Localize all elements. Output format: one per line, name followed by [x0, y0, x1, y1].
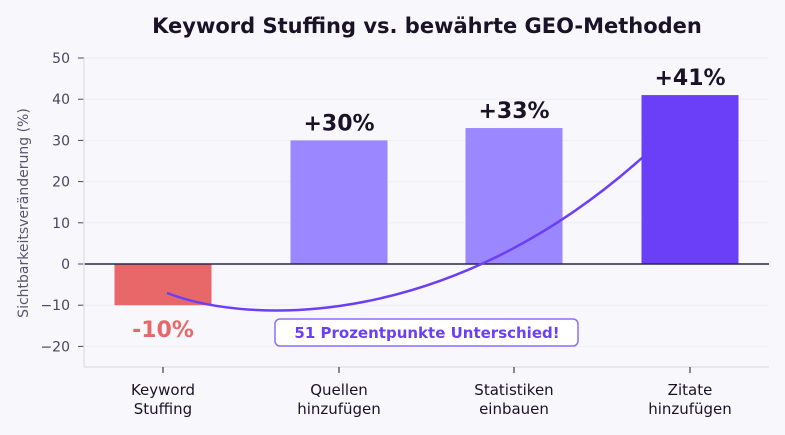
- bar: [114, 264, 212, 306]
- x-tick-label: Keyword: [131, 381, 195, 399]
- x-tick-label: einbauen: [479, 400, 549, 418]
- y-tick-label: 50: [52, 51, 70, 67]
- x-tick-label: Stuffing: [134, 400, 192, 418]
- y-tick-label: 40: [52, 92, 70, 108]
- x-tick-label: hinzufügen: [648, 400, 732, 418]
- y-axis-label: Sichtbarkeitsveränderung (%): [16, 108, 32, 318]
- data-label: +41%: [654, 66, 725, 91]
- y-tick-label: −10: [40, 298, 70, 314]
- x-tick-label: Statistiken: [474, 381, 553, 399]
- annotation-text: 51 Prozentpunkte Unterschied!: [294, 324, 559, 342]
- data-label: +33%: [478, 99, 549, 124]
- bar: [641, 95, 739, 264]
- bar: [290, 140, 388, 264]
- x-tick-label: hinzufügen: [297, 400, 381, 418]
- x-tick-label: Zitate: [668, 381, 713, 399]
- y-tick-label: 30: [52, 133, 70, 149]
- bar: [465, 128, 563, 264]
- y-tick-label: 0: [61, 257, 70, 273]
- x-tick-label: Quellen: [310, 381, 368, 399]
- y-tick-label: −20: [40, 339, 70, 355]
- y-tick-label: 20: [52, 175, 70, 191]
- comparison-curve: [166, 156, 644, 312]
- data-label: -10%: [132, 318, 194, 343]
- data-label: +30%: [303, 111, 374, 136]
- annotation-box: [274, 318, 579, 347]
- y-tick-label: 10: [52, 216, 70, 232]
- chart-title: Keyword Stuffing vs. bewährte GEO-Method…: [152, 14, 702, 38]
